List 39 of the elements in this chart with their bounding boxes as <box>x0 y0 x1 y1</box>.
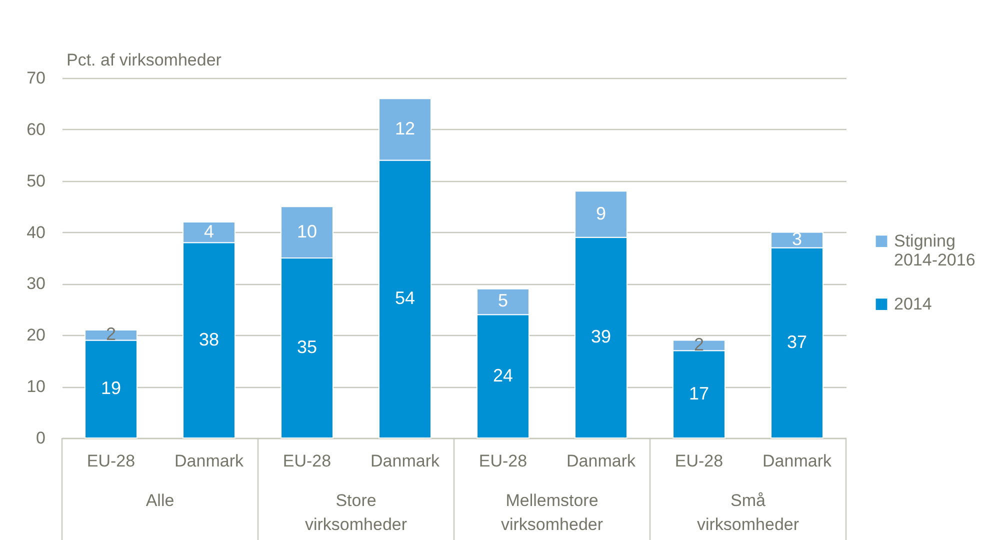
x-tick-label: Danmark <box>566 452 636 470</box>
data-label: 5 <box>498 290 508 311</box>
y-tick-label: 20 <box>26 326 46 345</box>
legend-label: 2014 <box>894 294 932 314</box>
data-label: 3 <box>792 229 802 249</box>
y-tick-label: 60 <box>26 120 46 139</box>
data-label: 4 <box>204 221 214 242</box>
data-label: 10 <box>296 221 318 242</box>
x-tick-label: EU-28 <box>86 452 136 470</box>
data-label: 17 <box>688 383 710 404</box>
text: Store virksomheder <box>304 491 408 534</box>
data-label: 35 <box>296 337 318 357</box>
legend-label: Stigning 2014-2016 <box>894 231 976 270</box>
data-label: 37 <box>786 332 808 352</box>
data-label: 12 <box>394 118 416 138</box>
y-axis-title: Pct. af virksomheder <box>66 50 222 70</box>
y-tick-label: 10 <box>26 377 46 396</box>
y-tick-label: 0 <box>36 428 46 448</box>
y-tick-label: 70 <box>26 68 46 88</box>
data-label: 24 <box>492 365 514 386</box>
data-label: 2 <box>106 324 116 344</box>
data-label: 39 <box>590 326 612 347</box>
x-tick-label: Danmark <box>370 452 440 470</box>
x-tick-label: EU-28 <box>674 452 724 470</box>
text: Mellemstore virksomheder <box>500 491 604 534</box>
data-label: 38 <box>198 329 220 350</box>
data-label: 2 <box>694 334 704 354</box>
data-label: 19 <box>100 378 122 398</box>
data-label: 54 <box>394 288 416 308</box>
x-tick-label: Danmark <box>762 452 832 470</box>
y-tick-label: 50 <box>26 171 46 190</box>
x-tick-label: Danmark <box>174 452 244 470</box>
text: Små virksomheder <box>696 491 800 534</box>
x-tick-label: EU-28 <box>478 452 528 470</box>
text: Alle <box>146 491 174 510</box>
x-tick-label: EU-28 <box>282 452 332 470</box>
data-label: 9 <box>596 203 606 224</box>
y-tick-label: 30 <box>26 274 46 294</box>
y-tick-label: 40 <box>26 222 46 242</box>
